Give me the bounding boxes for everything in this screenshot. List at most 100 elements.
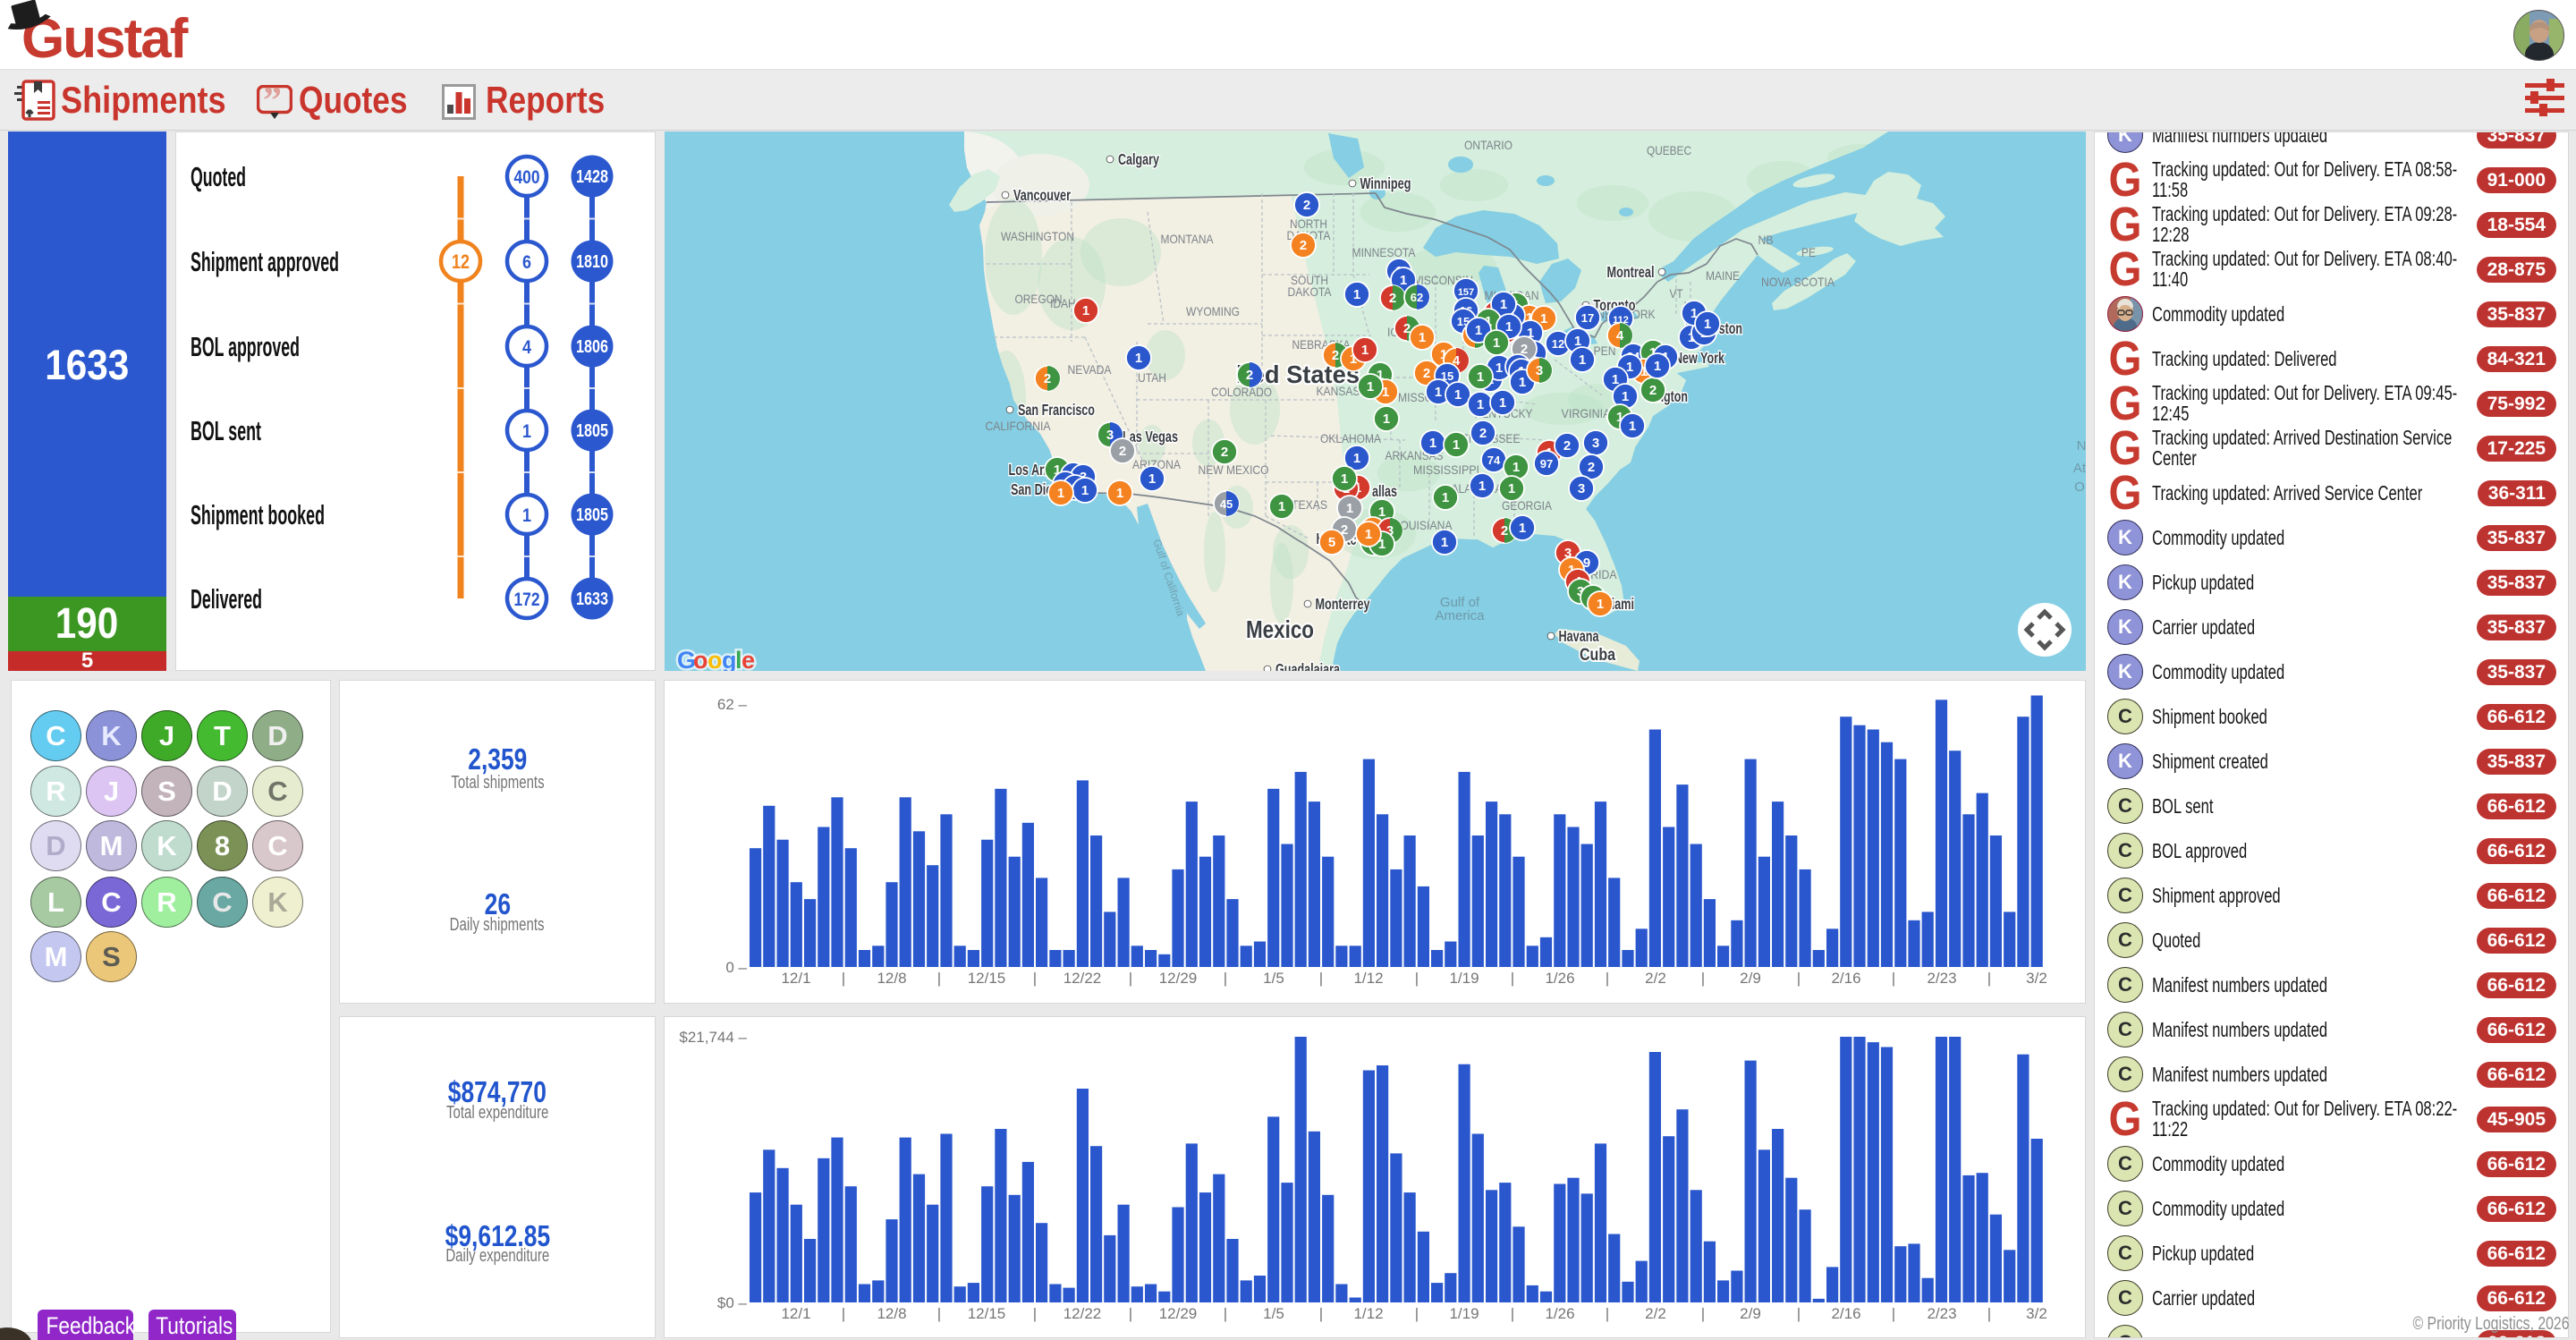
svg-text:|: | [1606,970,1609,987]
svg-text:1: 1 [522,505,531,526]
svg-text:|: | [937,1305,941,1322]
svg-text:1: 1 [1499,395,1506,411]
svg-text:|: | [1892,1305,1895,1322]
svg-text:Quoted: Quoted [191,161,246,192]
svg-text:1: 1 [1629,419,1636,434]
svg-text:1: 1 [1361,343,1368,358]
svg-text:1: 1 [1574,334,1581,349]
svg-text:Winnipeg: Winnipeg [1360,174,1411,192]
svg-text:VIRGINIA: VIRGINIA [1562,406,1612,420]
svg-text:Montreal: Montreal [1607,263,1655,281]
svg-text:12/8: 12/8 [877,1305,906,1322]
svg-text:1: 1 [1429,436,1436,451]
svg-text:1/12: 1/12 [1353,970,1383,987]
svg-text:4: 4 [522,337,531,358]
svg-text:2: 2 [1341,522,1348,538]
svg-text:G: G [677,647,696,671]
svg-text:NB: NB [1758,233,1774,247]
svg-text:NEVADA: NEVADA [1068,362,1113,377]
svg-text:2: 2 [1423,366,1430,381]
svg-text:2: 2 [1332,348,1339,363]
svg-text:$21,744 –: $21,744 – [679,1029,747,1046]
svg-text:OKLAHOMA: OKLAHOMA [1320,431,1382,445]
svg-text:allas: allas [1372,482,1397,500]
svg-text:1: 1 [1453,437,1460,453]
svg-text:CALIFORNIA: CALIFORNIA [986,419,1052,433]
svg-text:|: | [842,970,845,987]
svg-text:UTAH: UTAH [1138,370,1166,385]
svg-text:|: | [1511,970,1514,987]
svg-text:2/16: 2/16 [1831,1305,1860,1322]
svg-text:|: | [1129,1305,1132,1322]
svg-text:o: o [708,647,723,671]
svg-text:2/16: 2/16 [1831,970,1860,987]
svg-text:l: l [735,647,742,671]
svg-text:1: 1 [1654,359,1661,374]
svg-text:1: 1 [1704,317,1711,332]
svg-text:MAINE: MAINE [1706,268,1740,283]
svg-text:|: | [1033,1305,1037,1322]
svg-text:12/1: 12/1 [781,970,810,987]
svg-text:|: | [1224,970,1227,987]
svg-text:3: 3 [1577,584,1584,599]
svg-text:|: | [1224,1305,1227,1322]
svg-text:1: 1 [1377,368,1384,383]
svg-text:NOVA SCOTIA: NOVA SCOTIA [1761,275,1835,289]
svg-text:62 –: 62 – [717,696,748,713]
svg-text:QUEBEC: QUEBEC [1647,143,1691,157]
svg-text:O: O [2074,479,2085,495]
svg-text:Shipment approved: Shipment approved [191,246,339,277]
svg-text:1: 1 [1435,385,1442,400]
svg-text:|: | [1987,1305,1991,1322]
svg-text:3/2: 3/2 [2026,970,2047,987]
svg-text:1: 1 [1690,306,1698,321]
svg-text:e: e [741,647,755,671]
svg-text:1: 1 [1626,360,1633,375]
svg-text:1: 1 [1400,273,1407,288]
svg-text:l: l [735,647,742,671]
svg-text:|: | [1797,1305,1801,1322]
svg-text:1: 1 [1057,486,1064,501]
svg-text:Cuba: Cuba [1580,646,1615,665]
svg-text:1: 1 [1479,479,1486,494]
svg-text:1: 1 [1496,360,1503,376]
svg-text:1: 1 [1054,462,1061,478]
svg-text:2/2: 2/2 [1645,970,1666,987]
svg-text:2/23: 2/23 [1927,1305,1956,1322]
svg-text:NORTH: NORTH [1290,216,1327,231]
svg-text:Vancouver: Vancouver [1013,186,1071,204]
svg-text:1: 1 [1278,499,1285,514]
svg-text:1: 1 [1688,330,1695,345]
svg-text:2: 2 [1303,198,1310,213]
svg-text:400: 400 [514,167,540,188]
svg-text:1: 1 [1622,389,1629,404]
svg-text:1: 1 [1365,527,1372,542]
svg-text:74: 74 [1487,454,1501,467]
svg-text:2/23: 2/23 [1927,970,1956,987]
svg-text:1: 1 [1378,537,1385,552]
svg-text:1: 1 [1378,505,1385,520]
svg-text:2: 2 [1246,368,1253,383]
svg-text:1/12: 1/12 [1353,1305,1383,1322]
svg-text:97: 97 [1540,457,1553,471]
svg-text:12/29: 12/29 [1159,1305,1198,1322]
svg-text:At: At [2073,461,2086,476]
svg-text:COLORADO: COLORADO [1211,385,1272,399]
svg-text:|: | [1319,970,1323,987]
svg-text:PEN: PEN [1594,343,1616,358]
svg-text:1: 1 [1082,303,1089,318]
svg-text:|: | [1033,970,1037,987]
svg-text:2/2: 2/2 [1645,1305,1666,1322]
svg-text:VT: VT [1670,286,1683,301]
svg-text:2: 2 [1119,444,1126,459]
svg-text:12/22: 12/22 [1063,970,1102,987]
svg-text:OREGON: OREGON [1015,292,1063,306]
svg-text:1: 1 [1526,310,1533,326]
svg-text:ONTARIO: ONTARIO [1464,138,1513,152]
svg-text:1: 1 [1116,486,1123,501]
svg-text:|: | [1415,970,1419,987]
svg-text:62: 62 [1411,291,1423,304]
svg-text:5: 5 [1328,535,1335,550]
svg-text:1: 1 [1440,347,1447,362]
svg-text:0 –: 0 – [725,959,747,976]
